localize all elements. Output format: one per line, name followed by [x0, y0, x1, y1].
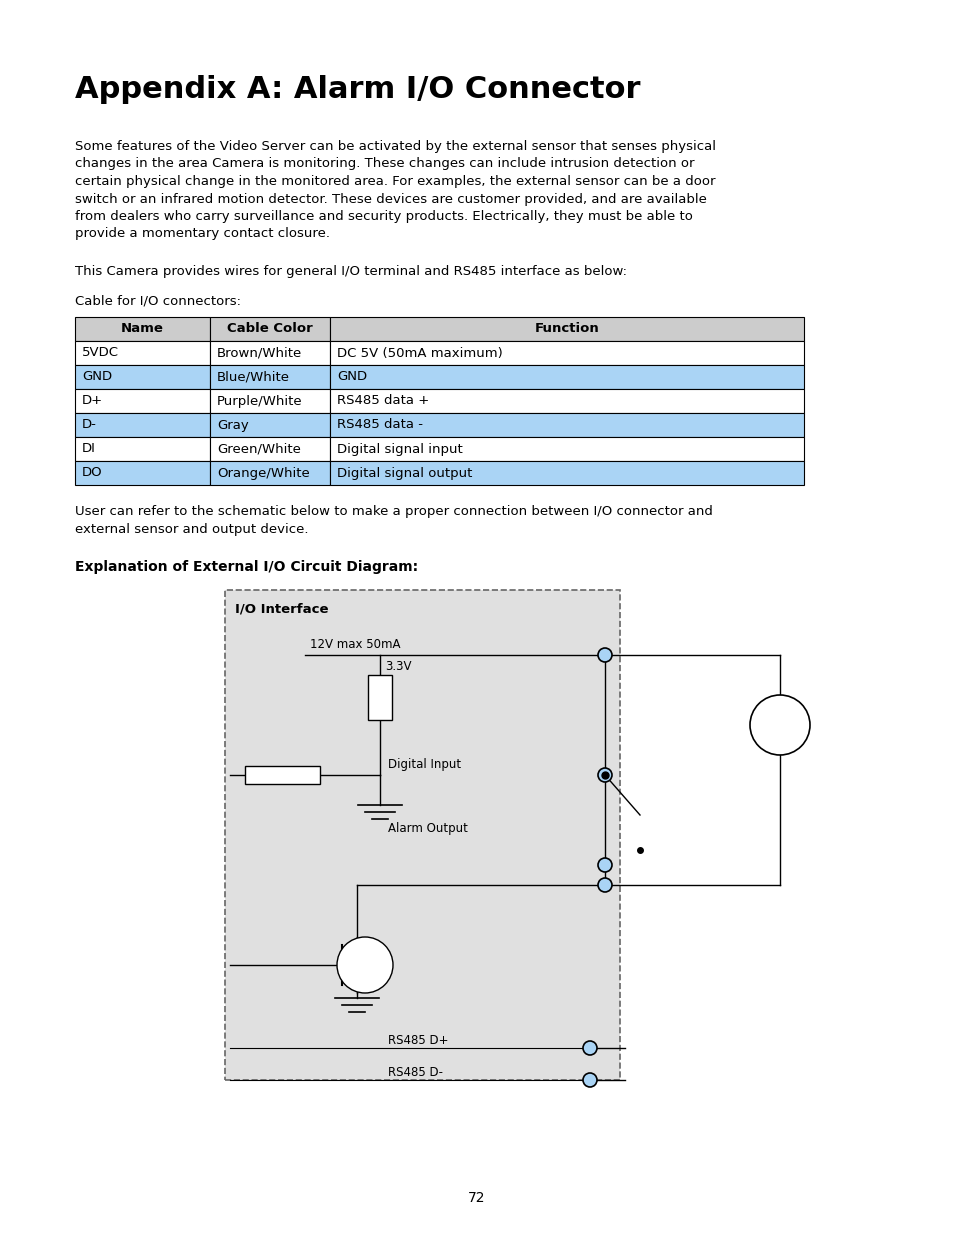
- Text: Cable Color: Cable Color: [227, 322, 313, 336]
- Text: external sensor and output device.: external sensor and output device.: [75, 522, 308, 536]
- Circle shape: [598, 648, 612, 662]
- Bar: [330, 461, 803, 485]
- Bar: [225, 590, 619, 1079]
- Text: D+: D+: [82, 394, 103, 408]
- Text: RS485 D-: RS485 D-: [388, 1066, 442, 1078]
- Text: from dealers who carry surveillance and security products. Electrically, they mu: from dealers who carry surveillance and …: [75, 210, 692, 224]
- Text: 72: 72: [468, 1191, 485, 1205]
- Bar: [245, 766, 319, 784]
- Bar: [210, 412, 330, 437]
- Text: Brown/White: Brown/White: [216, 347, 302, 359]
- Text: Explanation of External I/O Circuit Diagram:: Explanation of External I/O Circuit Diag…: [75, 559, 417, 574]
- Bar: [210, 437, 330, 461]
- Bar: [75, 366, 210, 389]
- Bar: [210, 341, 330, 366]
- Bar: [75, 437, 210, 461]
- Text: switch or an infrared motion detector. These devices are customer provided, and : switch or an infrared motion detector. T…: [75, 193, 706, 205]
- Bar: [75, 341, 210, 366]
- Bar: [330, 412, 803, 437]
- Text: changes in the area Camera is monitoring. These changes can include intrusion de: changes in the area Camera is monitoring…: [75, 158, 694, 170]
- Text: RS485 data +: RS485 data +: [336, 394, 429, 408]
- Circle shape: [582, 1073, 597, 1087]
- Text: Green/White: Green/White: [216, 442, 300, 456]
- Bar: [330, 437, 803, 461]
- Text: Orange/White: Orange/White: [216, 467, 310, 479]
- Text: certain physical change in the monitored area. For examples, the external sensor: certain physical change in the monitored…: [75, 175, 715, 188]
- Text: DI: DI: [82, 442, 95, 456]
- Text: DC 5V (50mA maximum): DC 5V (50mA maximum): [336, 347, 502, 359]
- Circle shape: [336, 937, 393, 993]
- Text: RS485 data -: RS485 data -: [336, 419, 422, 431]
- Text: Cable for I/O connectors:: Cable for I/O connectors:: [75, 295, 241, 308]
- Text: 12V max 50mA: 12V max 50mA: [310, 638, 400, 651]
- Text: Alarm Output: Alarm Output: [388, 823, 467, 835]
- Text: Function: Function: [534, 322, 598, 336]
- Bar: [75, 461, 210, 485]
- Circle shape: [582, 1041, 597, 1055]
- Text: Appendix A: Alarm I/O Connector: Appendix A: Alarm I/O Connector: [75, 75, 639, 104]
- Circle shape: [598, 858, 612, 872]
- Text: provide a momentary contact closure.: provide a momentary contact closure.: [75, 227, 330, 241]
- Text: 5VDC: 5VDC: [82, 347, 119, 359]
- Circle shape: [598, 878, 612, 892]
- Bar: [210, 461, 330, 485]
- Bar: [210, 366, 330, 389]
- Bar: [210, 389, 330, 412]
- Circle shape: [749, 695, 809, 755]
- Bar: [330, 366, 803, 389]
- Text: Digital signal output: Digital signal output: [336, 467, 472, 479]
- Text: D-: D-: [82, 419, 97, 431]
- Circle shape: [598, 768, 612, 782]
- Text: Some features of the Video Server can be activated by the external sensor that s: Some features of the Video Server can be…: [75, 140, 716, 153]
- Bar: [75, 412, 210, 437]
- Text: 3.3V: 3.3V: [385, 659, 411, 673]
- Bar: [330, 341, 803, 366]
- Bar: [330, 317, 803, 341]
- Text: GND: GND: [82, 370, 112, 384]
- Text: Digital Input: Digital Input: [388, 758, 460, 771]
- Bar: [75, 317, 210, 341]
- Bar: [75, 389, 210, 412]
- Text: I/O Interface: I/O Interface: [234, 601, 328, 615]
- Text: Purple/White: Purple/White: [216, 394, 302, 408]
- Text: Digital signal input: Digital signal input: [336, 442, 462, 456]
- Text: Blue/White: Blue/White: [216, 370, 290, 384]
- Text: RS485 D+: RS485 D+: [388, 1034, 448, 1046]
- Text: Gray: Gray: [216, 419, 249, 431]
- Text: DO: DO: [82, 467, 103, 479]
- Text: User can refer to the schematic below to make a proper connection between I/O co: User can refer to the schematic below to…: [75, 505, 712, 517]
- Bar: [210, 317, 330, 341]
- Text: GND: GND: [336, 370, 367, 384]
- Bar: [330, 389, 803, 412]
- Text: This Camera provides wires for general I/O terminal and RS485 interface as below: This Camera provides wires for general I…: [75, 266, 626, 278]
- Text: Name: Name: [121, 322, 164, 336]
- Bar: [368, 676, 392, 720]
